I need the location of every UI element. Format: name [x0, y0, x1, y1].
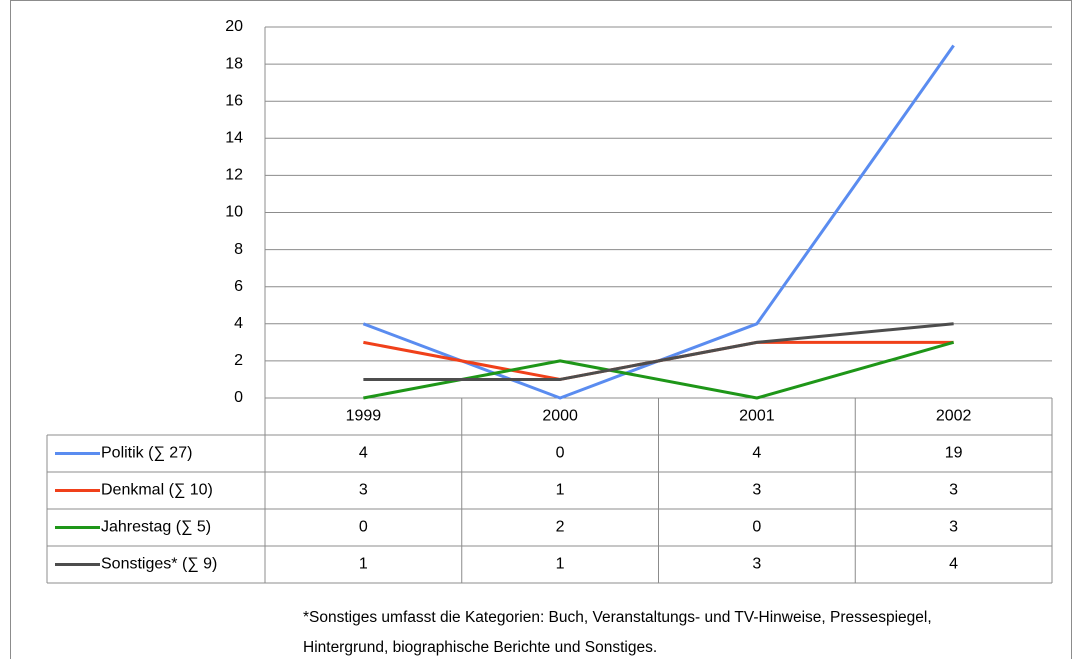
y-tick-label: 10: [225, 204, 243, 221]
table-value: 3: [752, 482, 761, 499]
table-value: 1: [556, 556, 565, 573]
x-tick-label: 1999: [346, 408, 382, 425]
table-value: 1: [359, 556, 368, 573]
y-tick-label: 12: [225, 167, 243, 184]
y-tick-label: 2: [234, 352, 243, 369]
x-tick-label: 2001: [739, 408, 775, 425]
y-tick-label: 14: [225, 130, 243, 147]
series-line: [362, 44, 955, 400]
series-line: [363, 340, 955, 400]
y-tick-label: 8: [234, 241, 243, 258]
y-tick-label: 6: [234, 278, 243, 295]
table-value: 1: [556, 482, 565, 499]
table-value: 0: [359, 519, 368, 536]
y-tick-label: 0: [234, 389, 243, 406]
footnote: *Sonstiges umfasst die Kategorien: Buch,…: [303, 609, 932, 626]
chart-border: [10, 0, 1072, 659]
y-tick-label: 20: [225, 18, 243, 35]
legend-label: Denkmal (∑ 10): [101, 482, 213, 499]
legend-label: Politik (∑ 27): [101, 445, 192, 462]
legend-label: Jahrestag (∑ 5): [101, 519, 211, 536]
table-value: 19: [945, 445, 963, 462]
table-value: 3: [949, 519, 958, 536]
table-value: 4: [752, 445, 761, 462]
table-value: 2: [556, 519, 565, 536]
table-value: 0: [556, 445, 565, 462]
table-value: 4: [949, 556, 958, 573]
x-tick-label: 2000: [542, 408, 578, 425]
table-value: 0: [752, 519, 761, 536]
x-tick-label: 2002: [936, 408, 972, 425]
y-tick-label: 16: [225, 92, 243, 109]
y-tick-label: 4: [234, 315, 243, 332]
legend-label: Sonstiges* (∑ 9): [101, 556, 217, 573]
y-tick-label: 18: [225, 55, 243, 72]
table-value: 3: [949, 482, 958, 499]
table-value: 3: [359, 482, 368, 499]
table-value: 4: [359, 445, 368, 462]
table-value: 3: [752, 556, 761, 573]
series-line: [363, 322, 954, 381]
footnote: Hintergrund, biographische Berichte und …: [303, 639, 657, 656]
